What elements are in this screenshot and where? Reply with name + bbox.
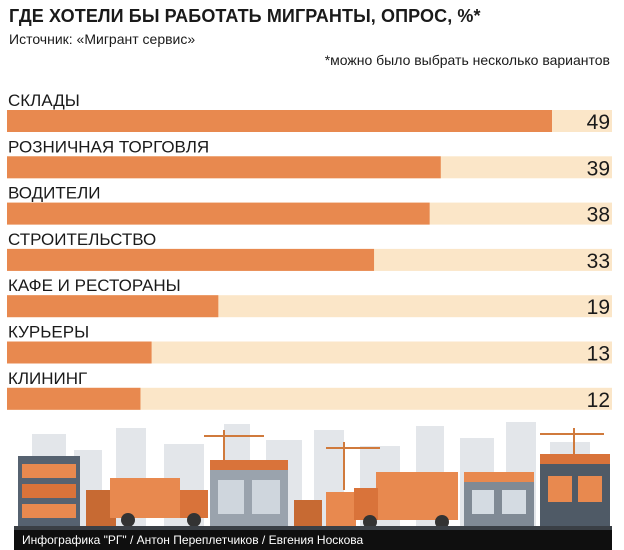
bar-chart: СКЛАДЫ 49 РОЗНИЧНАЯ ТОРГОВЛЯ 39 ВОДИТЕЛИ 38 СТ… bbox=[7, 91, 612, 412]
category-label: КАФЕ И РЕСТОРАНЫ bbox=[8, 276, 181, 295]
data-label: 38 bbox=[587, 204, 610, 227]
data-label: 19 bbox=[587, 296, 610, 319]
credits-footer: Инфографика "РГ" / Антон Переплетчиков /… bbox=[14, 530, 612, 550]
city-industry-skyline-illustration bbox=[14, 422, 612, 530]
bar bbox=[7, 295, 219, 318]
category-label: ВОДИТЕЛИ bbox=[8, 184, 100, 203]
bar bbox=[7, 202, 430, 225]
category-label: КУРЬЕРЫ bbox=[8, 323, 89, 342]
chart-source: Источник: «Мигрант сервис» bbox=[9, 31, 196, 47]
data-label: 13 bbox=[587, 343, 610, 366]
bar bbox=[7, 110, 552, 132]
data-label: 49 bbox=[587, 111, 610, 134]
chart-title: ГДЕ ХОТЕЛИ БЫ РАБОТАТЬ МИГРАНТЫ, ОПРОС, … bbox=[9, 6, 481, 26]
bar bbox=[7, 248, 375, 271]
chart-footnote: *можно было выбрать несколько вариантов bbox=[324, 52, 610, 68]
bar bbox=[7, 341, 152, 364]
data-label: 33 bbox=[587, 250, 610, 273]
bar bbox=[7, 156, 441, 179]
data-label: 12 bbox=[587, 389, 610, 412]
bar bbox=[7, 387, 141, 410]
bar-track bbox=[7, 341, 612, 364]
category-label: СТРОИТЕЛЬСТВО bbox=[8, 230, 156, 249]
bar-track bbox=[7, 387, 612, 410]
category-label: КЛИНИНГ bbox=[8, 369, 87, 388]
category-label: РОЗНИЧНАЯ ТОРГОВЛЯ bbox=[8, 137, 209, 156]
category-label: СКЛАДЫ bbox=[8, 91, 80, 110]
data-label: 39 bbox=[587, 157, 610, 180]
